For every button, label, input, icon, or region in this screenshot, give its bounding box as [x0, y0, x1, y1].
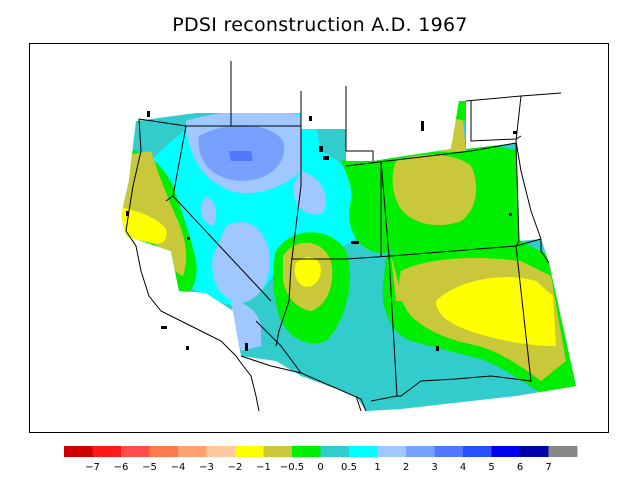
colorbar-swatch	[548, 446, 578, 457]
pdsi-fill-minus1	[436, 277, 556, 346]
lake-marker	[436, 346, 439, 351]
colorbar-swatch	[463, 446, 492, 457]
pdsi-fill-2	[231, 301, 261, 351]
baja-coast	[240, 362, 260, 412]
colorbar-tick-label: 5	[488, 462, 494, 473]
island-marker	[161, 326, 167, 329]
pdsi-fill-2	[212, 222, 270, 303]
lake-marker	[513, 131, 517, 134]
pdsi-contour-field	[121, 101, 576, 411]
colorbar-swatch	[64, 446, 93, 457]
border-ca-mexico	[240, 355, 302, 374]
lake-marker	[126, 211, 129, 216]
colorbar-tick-label: 0.5	[341, 462, 357, 473]
lake-marker	[421, 121, 424, 131]
pdsi-fill-minus0.5	[391, 256, 406, 301]
colorbar-swatch	[491, 446, 521, 457]
pdsi-fill-minus1	[294, 257, 321, 287]
colorbar-swatch	[235, 446, 264, 457]
colorbar-tick-label: 3	[431, 462, 437, 473]
island-marker	[245, 343, 248, 351]
colorbar-swatch	[149, 446, 179, 457]
lakes-and-islands	[126, 111, 517, 351]
colorbar-swatch	[406, 446, 435, 457]
colorbar-tick-label: −0.5	[280, 462, 304, 473]
lake-marker	[309, 116, 312, 121]
colorbar-swatch	[121, 446, 150, 457]
lake-marker	[323, 156, 329, 160]
colorbar-swatch	[178, 446, 207, 457]
colorbar-swatch	[349, 446, 378, 457]
colorbar-tick-label: −4	[171, 462, 186, 473]
colorbar-tick-label: −6	[114, 462, 129, 473]
lake-marker	[509, 213, 512, 216]
island-marker	[186, 346, 189, 350]
state-border-four-corners	[291, 238, 542, 260]
state-border-mt-nd	[470, 101, 522, 142]
state-border-id-wy	[345, 86, 374, 161]
state-border-wy-co	[345, 142, 517, 167]
state-border-nv-ut-az	[275, 91, 302, 347]
colorbar-tick-label: 4	[460, 462, 466, 473]
colorbar-swatch	[377, 446, 407, 457]
pdsi-fill-minus1	[121, 206, 167, 244]
colorbar-tick-label: 1	[374, 462, 380, 473]
colorbar-tick-label: −5	[142, 462, 157, 473]
island-marker	[147, 111, 150, 117]
lake-marker	[351, 241, 359, 244]
colorbar-swatch	[434, 446, 464, 457]
pdsi-fill-2	[201, 196, 217, 226]
pdsi-fill-4	[229, 151, 253, 161]
colorbar-tick-label: 7	[545, 462, 551, 473]
lake-marker	[319, 146, 323, 152]
colorbar-tick-label: −1	[256, 462, 271, 473]
colorbar-swatch	[520, 446, 549, 457]
colorbar-tick-label: −3	[199, 462, 214, 473]
pdsi-fill-minus0.5	[121, 151, 187, 276]
state-border-nm-tx	[370, 142, 532, 402]
map-title: PDSI reconstruction A.D. 1967	[172, 14, 468, 36]
pdsi-fill-minus0.5	[392, 154, 477, 226]
pdsi-map	[121, 61, 576, 412]
state-border-ne-ks	[515, 140, 542, 240]
colorbar-swatch	[206, 446, 236, 457]
colorbar-tick-label: −2	[228, 462, 243, 473]
state-border-ca-or	[165, 195, 174, 202]
lake-marker	[187, 237, 190, 240]
state-border-ok	[540, 239, 550, 264]
colorbar-tick-label: −7	[85, 462, 100, 473]
colorbar-swatch	[292, 446, 321, 457]
map-frame	[29, 43, 609, 433]
colorbar-tick-label: 6	[517, 462, 523, 473]
pacific-coastline	[125, 118, 242, 364]
boundary-lines	[125, 61, 562, 412]
colorbar-swatch	[263, 446, 293, 457]
colorbar-tick-label: 2	[403, 462, 409, 473]
state-border-ut-co	[380, 160, 398, 397]
colorbar-swatch	[320, 446, 350, 457]
colorbar-swatch	[92, 446, 122, 457]
colorbar-tick-label: 0	[317, 462, 323, 473]
